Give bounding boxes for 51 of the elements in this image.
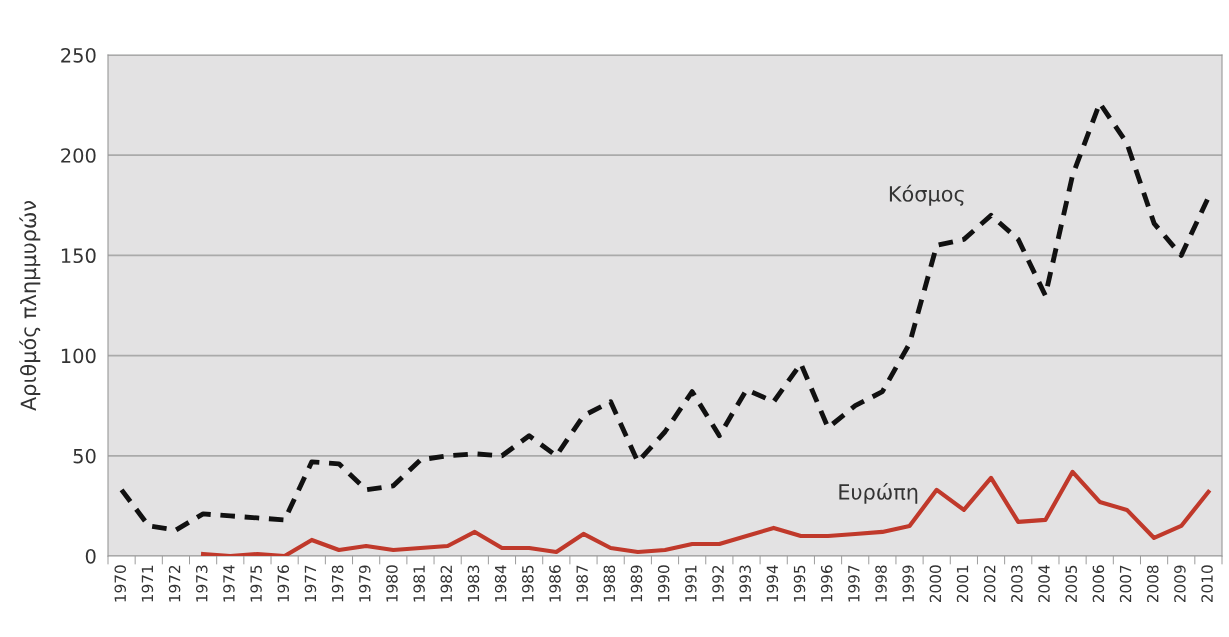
y-tick-label: 0 — [85, 548, 96, 564]
line-series — [201, 469, 1211, 556]
x-tick-label: 1986 — [549, 565, 561, 602]
x-tick-label: 1974 — [223, 565, 235, 602]
x-tick-label: 1988 — [603, 565, 616, 602]
x-tick-label: 1994 — [766, 565, 779, 602]
x-tick-label: 1997 — [848, 565, 860, 602]
x-tick-label: 1975 — [250, 565, 262, 602]
y-axis-title: Αριθμός πλημμυρών — [19, 200, 41, 411]
x-tick-label: 1996 — [820, 565, 833, 602]
series-label: Ευρώπη — [839, 482, 918, 504]
x-tick-label: 1993 — [739, 565, 751, 602]
x-tick-label: 1999 — [902, 565, 914, 602]
x-tick-label: 2010 — [1201, 565, 1213, 603]
x-tick-label: 1990 — [657, 565, 670, 602]
y-tick-label: 50 — [73, 448, 96, 464]
x-tick-label: 1982 — [440, 565, 453, 602]
x-tick-label: 2009 — [1174, 565, 1186, 603]
x-tick-label: 1978 — [331, 565, 344, 602]
series-label: Κόσμος — [889, 184, 964, 206]
y-tick-label: 200 — [61, 148, 96, 163]
y-tick-label: 250 — [61, 47, 96, 63]
x-tick-label: 2005 — [1065, 565, 1077, 603]
x-tick-label: 1998 — [875, 565, 887, 602]
x-tick-label: 1972 — [168, 565, 181, 602]
x-tick-label: 1970 — [114, 565, 127, 602]
x-tick-label: 1984 — [494, 565, 507, 602]
x-tick-label: 1977 — [304, 565, 317, 602]
x-tick-label: 2008 — [1146, 565, 1159, 603]
x-tick-label: 1985 — [522, 565, 534, 602]
x-tick-label: 1983 — [467, 565, 480, 602]
x-tick-label: 2000 — [929, 565, 942, 603]
x-tick-label: 2006 — [1092, 565, 1105, 603]
x-tick-label: 2002 — [983, 565, 996, 603]
x-tick-label: 1981 — [413, 565, 425, 602]
x-tick-label: 2004 — [1038, 565, 1050, 603]
x-tick-label: 1991 — [685, 565, 697, 602]
x-tick-label: 2001 — [956, 565, 969, 603]
x-tick-label: 1971 — [141, 565, 154, 602]
x-tick-label: 1992 — [712, 565, 724, 602]
y-tick-label: 100 — [61, 348, 96, 364]
x-tick-label: 1979 — [359, 565, 371, 602]
y-tick-label: 150 — [61, 248, 96, 264]
x-tick-label: 2007 — [1119, 565, 1132, 603]
x-tick-label: 1973 — [195, 565, 208, 602]
x-tick-label: 1976 — [277, 565, 290, 602]
x-tick-label: 2003 — [1011, 565, 1023, 603]
x-tick-label: 1995 — [793, 565, 806, 602]
x-tick-label: 1989 — [630, 565, 643, 602]
x-tick-label: 1980 — [386, 565, 398, 602]
x-tick-label: 1987 — [576, 565, 588, 602]
